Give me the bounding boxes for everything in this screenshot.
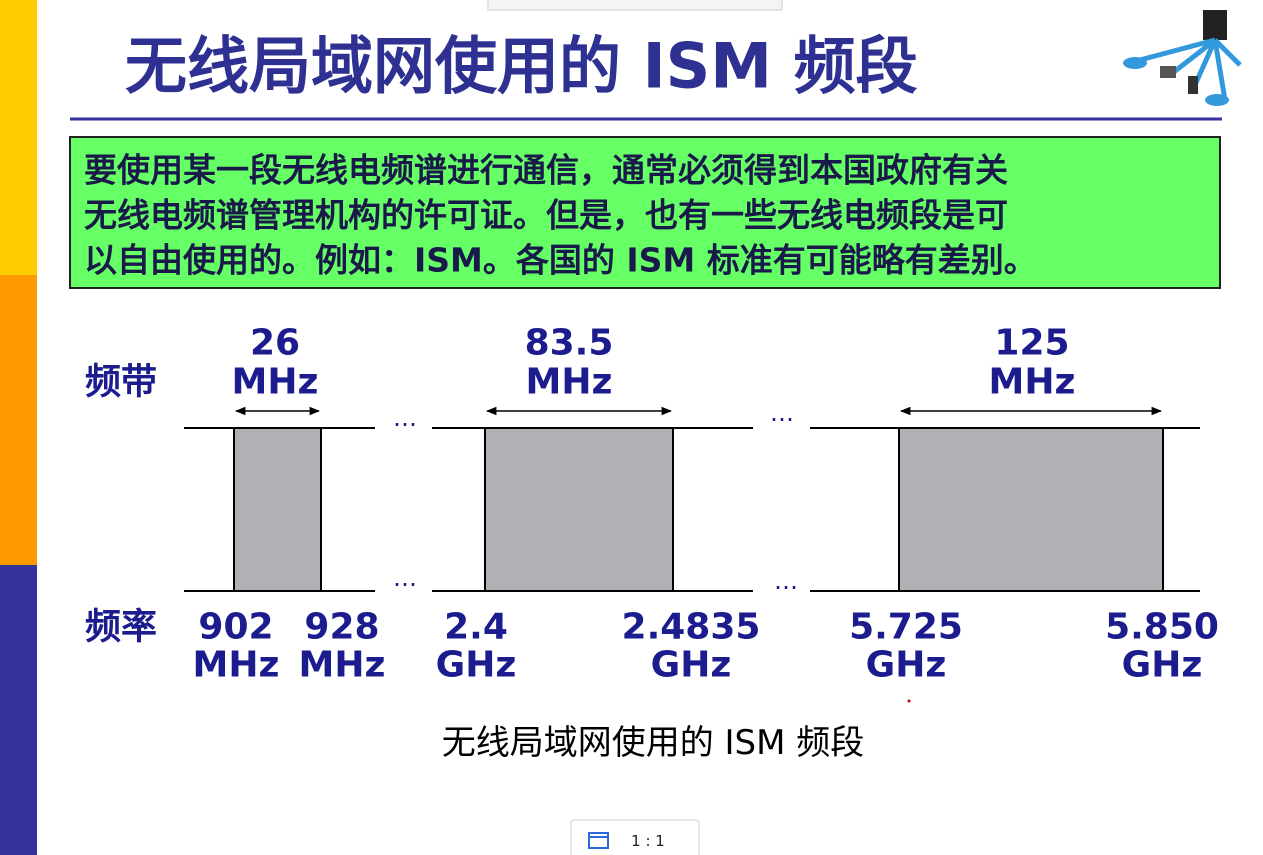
freq-from: MHz — [193, 645, 280, 686]
band-block — [484, 427, 674, 592]
gap-mark: … — [774, 567, 798, 595]
gap-mark: … — [393, 564, 417, 592]
freq-to: 5.850 — [1105, 607, 1219, 648]
slide-title: 无线局域网使用的 ISM 频段 — [125, 30, 918, 103]
gap-mark: … — [393, 404, 417, 432]
dot — [907, 699, 911, 703]
note-line: 要使用某一段无线电频谱进行通信，通常必须得到本国政府有关 — [84, 151, 1008, 190]
gap-mark: … — [770, 399, 794, 427]
zoom-label[interactable]: 1 : 1 — [631, 832, 665, 850]
network-icon — [1123, 10, 1242, 106]
caption: 无线局域网使用的 ISM 频段 — [442, 723, 865, 763]
freq-to: 928 — [304, 607, 379, 648]
note-line: 无线电频谱管理机构的许可证。但是，也有一些无线电频段是可 — [84, 196, 1008, 235]
zoom-button[interactable]: 1 : 1 — [570, 819, 700, 855]
band-block — [233, 427, 322, 592]
toolbar — [487, 0, 783, 11]
side-bar — [0, 0, 37, 275]
band-width: MHz — [232, 362, 319, 403]
freq-label: 频率 — [85, 607, 157, 648]
band-label: 频带 — [85, 362, 157, 403]
side-bar — [0, 275, 37, 565]
zoom-button-frame[interactable] — [570, 819, 700, 855]
freq-from: GHz — [436, 645, 517, 686]
freq-to: GHz — [1122, 645, 1203, 686]
freq-from: GHz — [866, 645, 947, 686]
band-width: 125 — [994, 323, 1069, 364]
band-width: 83.5 — [525, 323, 614, 364]
band-group: 26MHz902MHz928MHz83.5MHz2.4GHz2.4835GHz1… — [193, 323, 1219, 686]
note-line: 以自由使用的。例如：ISM。各国的 ISM 标准有可能略有差别。 — [84, 241, 1037, 280]
note-box — [69, 136, 1221, 289]
band-width: 26 — [250, 323, 300, 364]
zoom-icon — [588, 832, 609, 849]
band-width: MHz — [526, 362, 613, 403]
freq-from: 5.725 — [849, 607, 963, 648]
side-bar — [0, 565, 37, 855]
band-width: MHz — [989, 362, 1076, 403]
freq-to: MHz — [299, 645, 386, 686]
freq-from: 902 — [198, 607, 273, 648]
band-block — [898, 427, 1164, 592]
freq-from: 2.4 — [444, 607, 508, 648]
freq-to: GHz — [651, 645, 732, 686]
freq-to: 2.4835 — [622, 607, 761, 648]
